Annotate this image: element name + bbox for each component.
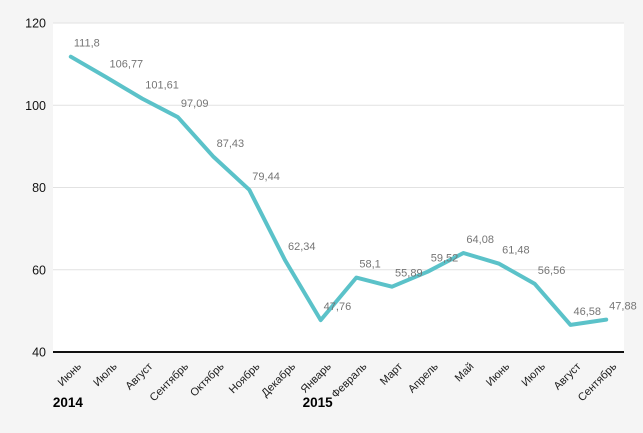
value-label: 47,76 [324,301,352,313]
x-axis-month-label: Сентябрь [576,360,620,404]
x-axis-month-label: Август [552,361,584,393]
value-label: 64,08 [466,234,494,246]
value-label: 87,43 [217,138,245,150]
value-label: 59,52 [431,253,459,265]
x-axis-month-label: Май [453,361,477,385]
y-axis-tick-label: 100 [25,99,46,113]
x-axis-year-label: 2015 [303,395,334,410]
value-label: 101,61 [145,80,179,92]
x-axis-month-label: Январь [299,360,334,395]
y-axis-tick-label: 40 [32,346,46,360]
value-label: 97,09 [181,98,209,110]
x-axis-month-label: Июнь [484,360,512,388]
value-label: 46,58 [573,306,601,318]
x-axis-month-label: Март [378,361,405,388]
x-axis-month-label: Июль [520,360,549,389]
value-label: 58,1 [359,259,380,271]
value-label: 79,44 [252,171,280,183]
value-label: 55,89 [395,268,423,280]
x-axis-month-label: Февраль [329,360,369,400]
data-line [68,54,609,327]
value-label: 61,48 [502,245,530,257]
value-label: 111,8 [74,38,100,50]
y-axis-tick-label: 80 [32,181,46,195]
x-axis-year-label: 2014 [53,395,84,410]
x-axis-month-label: Декабрь [259,360,298,399]
value-label: 106,77 [110,58,144,70]
value-label: 62,34 [288,241,316,253]
y-axis-tick-label: 60 [32,263,46,277]
x-axis-month-label: Апрель [406,360,441,395]
x-axis-month-label: Июль [91,360,120,389]
value-label: 47,88 [609,301,637,313]
x-axis-month-label: Август [123,361,155,393]
x-axis-month-label: Октябрь [188,360,227,399]
x-axis-month-label: Сентябрь [148,360,192,404]
value-label: 56,56 [538,265,566,277]
x-axis-month-label: Июнь [56,360,84,388]
y-axis-tick-label: 120 [25,17,46,31]
x-axis-month-label: Ноябрь [227,360,263,396]
